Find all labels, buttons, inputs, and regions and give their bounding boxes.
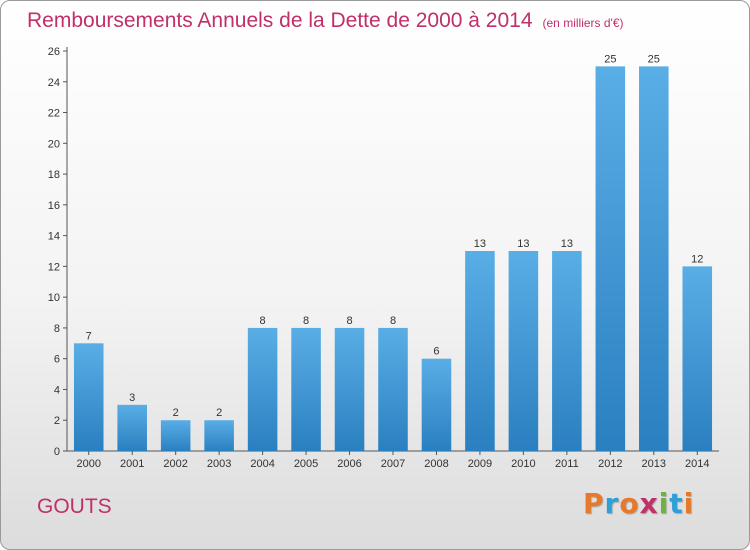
bar-2011 [552,251,582,451]
value-label: 25 [648,53,660,65]
bar-2007 [378,327,408,451]
y-tick-label: 24 [48,77,60,89]
x-tick-label: 2010 [511,458,535,470]
value-label: 13 [517,238,529,250]
value-label: 2 [173,407,179,419]
chart-title-text: Remboursements Annuels de la Dette de 20… [27,9,533,32]
x-tick-label: 2011 [555,458,579,470]
x-tick-label: 2009 [468,458,492,470]
y-tick-label: 14 [48,231,60,243]
bar-2003 [204,420,234,451]
chart-unit: (en milliers d'€) [542,16,624,30]
logo-letter: r [604,487,620,520]
x-tick-label: 2000 [76,458,100,470]
value-label: 8 [260,315,266,327]
logo-letter: t [669,487,684,520]
bars [73,66,713,451]
bar-2004 [247,327,278,451]
value-label: 7 [86,330,92,342]
logo-letter: i [683,487,695,520]
proxiti-logo: Proxiti [583,487,694,520]
y-tick-label: 6 [54,354,60,366]
y-tick-label: 26 [48,46,60,58]
value-label: 8 [390,315,396,327]
y-tick-label: 20 [48,138,60,150]
y-tick-label: 12 [48,261,60,273]
bar-2009 [465,251,495,451]
logo-letter: o [619,487,640,520]
y-tick-label: 22 [48,108,60,120]
x-tick-label: 2007 [381,458,405,470]
value-label: 13 [474,238,486,250]
bar-2002 [160,420,191,451]
labels: 0246810121416182022242620007200132002220… [48,46,710,470]
commune-name: GOUTS [37,495,112,518]
x-tick-label: 2012 [598,458,622,470]
x-tick-label: 2003 [207,458,231,470]
value-label: 3 [129,392,135,404]
value-label: 8 [303,315,309,327]
x-tick-label: 2008 [424,458,448,470]
value-label: 25 [604,53,616,65]
x-tick-label: 2001 [120,458,144,470]
value-label: 6 [433,346,439,358]
logo-letter: P [583,487,605,520]
bar-2006 [334,327,365,451]
bar-2013 [639,66,669,451]
y-tick-label: 18 [48,169,60,181]
logo-letter: i [658,487,670,520]
y-tick-label: 0 [54,446,60,458]
y-tick-label: 4 [54,384,60,396]
bar-2005 [291,327,321,451]
bar-2000 [73,343,104,451]
bar-2010 [508,251,539,451]
y-tick-label: 10 [48,292,60,304]
x-tick-label: 2004 [250,458,274,470]
value-label: 12 [691,253,703,265]
bar-2012 [595,66,626,451]
x-tick-label: 2006 [337,458,361,470]
y-tick-label: 16 [48,200,60,212]
logo-letter: x [639,487,659,520]
chart-title: Remboursements Annuels de la Dette de 20… [27,9,624,33]
value-label: 8 [346,315,352,327]
x-tick-label: 2014 [685,458,709,470]
x-tick-label: 2013 [642,458,666,470]
x-tick-label: 2002 [163,458,187,470]
y-tick-label: 8 [54,323,60,335]
bar-2014 [682,266,713,451]
bar-2008 [421,358,452,451]
bar-2001 [117,404,147,451]
y-tick-label: 2 [54,415,60,427]
x-tick-label: 2005 [294,458,318,470]
value-label: 13 [561,238,573,250]
value-label: 2 [216,407,222,419]
